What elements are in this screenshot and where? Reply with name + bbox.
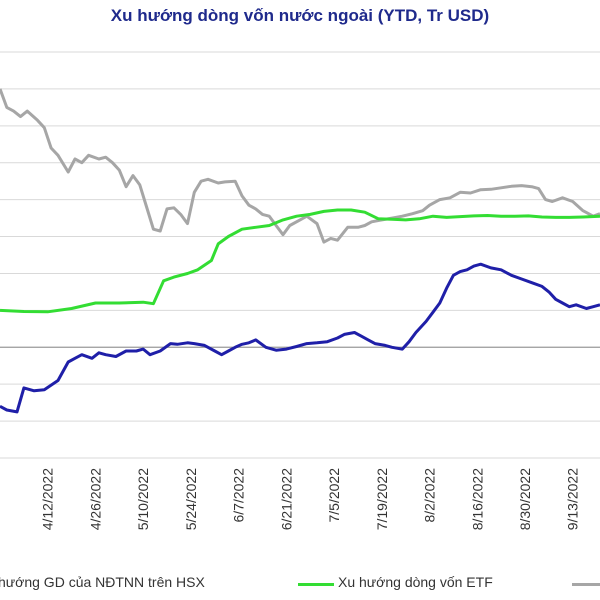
x-tick-label: 8/30/2022 xyxy=(517,468,533,530)
x-tick-label: 7/5/2022 xyxy=(326,468,342,523)
x-tick-label: 4/26/2022 xyxy=(88,468,104,530)
x-tick-label: 5/24/2022 xyxy=(183,468,199,530)
chart-title: Xu hướng dòng vốn nước ngoài (YTD, Tr US… xyxy=(110,6,490,25)
x-tick-label: 4/12/2022 xyxy=(40,468,56,530)
x-tick-label: 7/19/2022 xyxy=(374,468,390,530)
legend: hướng GD của NĐTNN trên HSX Xu hướng dòn… xyxy=(0,560,600,600)
x-tick-label: 6/7/2022 xyxy=(231,468,247,523)
x-tick-label: 5/10/2022 xyxy=(135,468,151,530)
series-line-hsx xyxy=(0,262,600,414)
legend-swatch-gray xyxy=(572,583,600,586)
legend-label-hsx: hướng GD của NĐTNN trên HSX xyxy=(0,574,205,590)
x-tick-label: 8/16/2022 xyxy=(469,468,485,530)
series-line-etf xyxy=(0,208,600,314)
x-tick-label: 6/21/2022 xyxy=(278,468,294,530)
legend-label-etf: Xu hướng dòng vốn ETF xyxy=(338,574,493,590)
legend-swatch-etf xyxy=(298,583,334,586)
series-line-gray xyxy=(0,88,600,244)
x-tick-label: 9/13/2022 xyxy=(565,468,581,530)
x-tick-label: 8/2/2022 xyxy=(422,468,438,523)
